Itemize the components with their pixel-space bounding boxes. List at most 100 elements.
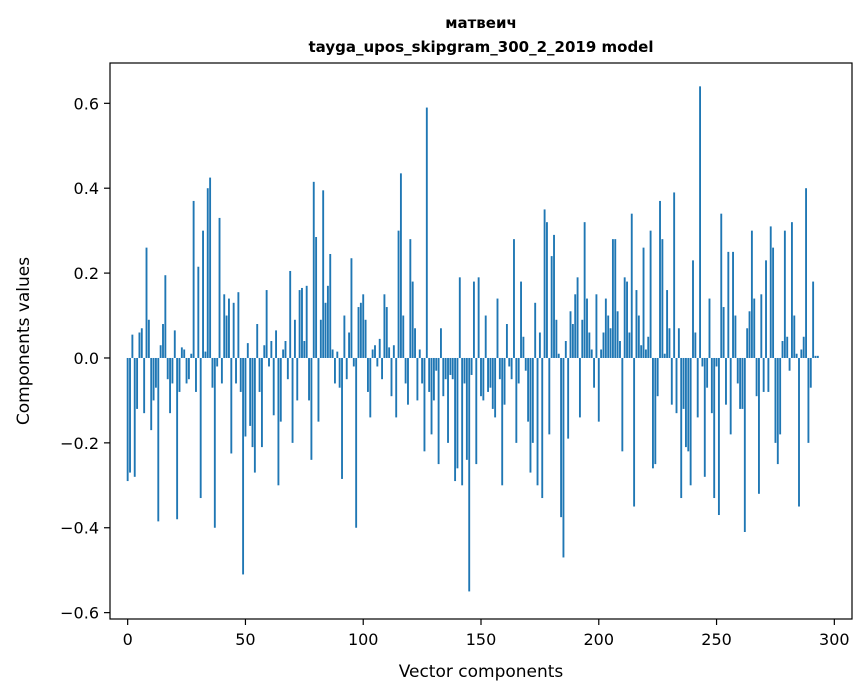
x-tick-label: 100	[348, 630, 379, 649]
bar-92	[343, 315, 346, 358]
bar-162	[508, 357, 511, 367]
bar-6	[140, 328, 143, 358]
bar-61	[270, 341, 273, 358]
bar-45	[232, 302, 235, 358]
bar-84	[324, 302, 327, 358]
bar-173	[534, 302, 537, 358]
bar-237	[684, 357, 687, 448]
bar-140	[456, 357, 459, 469]
bar-273	[769, 226, 772, 358]
y-tick-label: 0.2	[74, 264, 99, 283]
bar-219	[642, 247, 645, 358]
bar-10	[150, 357, 153, 431]
bar-176	[541, 357, 544, 499]
bar-259	[736, 357, 739, 384]
bar-24	[183, 349, 186, 358]
bar-258	[734, 315, 737, 358]
bar-288	[805, 188, 807, 358]
bar-225	[656, 357, 659, 397]
bar-17	[166, 357, 169, 380]
bar-78	[310, 357, 313, 460]
bar-157	[496, 298, 499, 358]
bar-262	[743, 357, 746, 532]
bar-107	[378, 338, 381, 358]
bar-67	[284, 341, 287, 358]
bar-244	[701, 357, 704, 367]
bar-218	[640, 345, 643, 358]
bar-25	[185, 357, 188, 384]
x-tick-label: 200	[584, 630, 615, 649]
bar-44	[230, 357, 233, 454]
bar-260	[739, 357, 742, 409]
bars-group	[126, 86, 819, 592]
bar-76	[305, 285, 308, 358]
bar-50	[244, 357, 247, 437]
plot-frame	[109, 62, 853, 620]
bar-203	[604, 298, 607, 358]
bar-287	[802, 336, 805, 358]
bar-212	[626, 281, 628, 358]
bar-55	[256, 324, 259, 358]
bar-31	[199, 357, 202, 499]
bar-277	[779, 357, 782, 435]
bar-139	[454, 357, 457, 482]
bar-168	[522, 336, 525, 358]
bar-232	[673, 192, 676, 358]
bar-32	[202, 230, 204, 358]
bar-34	[206, 188, 209, 358]
bar-38	[216, 357, 219, 367]
bar-49	[242, 357, 245, 575]
bar-276	[776, 357, 779, 465]
bar-200	[597, 357, 600, 422]
bar-271	[765, 260, 767, 358]
x-tick-label: 250	[701, 630, 732, 649]
x-tick-label: 0	[123, 630, 133, 649]
x-axis-ticks: 0 50 100 150 200 250 300	[123, 619, 850, 649]
bar-135	[444, 357, 447, 380]
bar-164	[513, 239, 515, 358]
bar-282	[790, 222, 793, 358]
bar-165	[515, 357, 518, 443]
bar-116	[399, 173, 402, 358]
bar-127	[425, 107, 428, 358]
bar-191	[576, 277, 579, 358]
bar-5	[138, 332, 141, 358]
bar-128	[428, 357, 431, 392]
bar-223	[652, 357, 654, 469]
bar-7	[143, 357, 146, 414]
bar-196	[588, 332, 591, 358]
bar-180	[550, 256, 553, 358]
bar-131	[435, 357, 438, 371]
bar-181	[553, 234, 555, 358]
bar-20	[173, 330, 176, 358]
bar-251	[717, 357, 720, 516]
bar-261	[741, 357, 744, 409]
bar-30	[197, 266, 200, 358]
y-axis-label: Components values	[14, 257, 34, 425]
bar-222	[649, 230, 652, 358]
bar-248	[710, 357, 713, 414]
bar-22	[178, 357, 181, 392]
bar-293	[816, 355, 819, 358]
bar-254	[725, 357, 727, 405]
bar-115	[397, 230, 400, 358]
bar-239	[689, 357, 692, 486]
bar-268	[758, 357, 760, 494]
bar-9	[147, 319, 150, 358]
bar-137	[449, 357, 452, 375]
bar-166	[517, 357, 520, 384]
bar-246	[706, 357, 709, 388]
bar-172	[531, 357, 534, 443]
bar-59	[265, 290, 268, 358]
y-tick-label: −0.4	[60, 519, 99, 538]
bar-82	[319, 319, 322, 358]
bar-108	[381, 357, 383, 380]
bar-221	[647, 336, 650, 358]
bar-46	[235, 357, 237, 384]
bar-48	[239, 357, 242, 392]
bar-21	[176, 357, 179, 520]
bar-100	[362, 294, 365, 358]
bar-169	[524, 357, 527, 371]
bar-120	[409, 239, 412, 358]
bar-81	[317, 357, 320, 422]
